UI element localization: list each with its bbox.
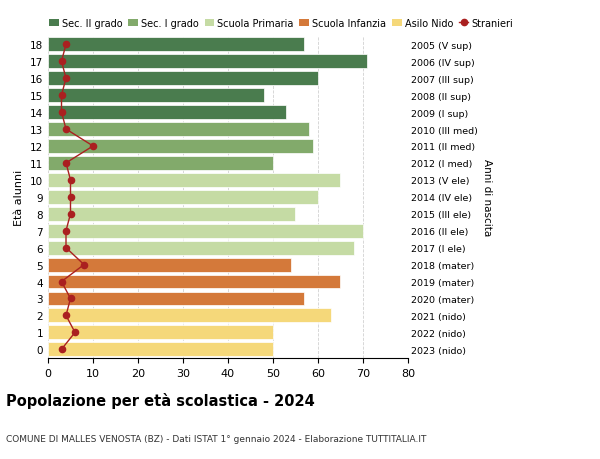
Point (88, 143, 98, 150)
Point (56, 346, 67, 353)
Point (79, 261, 89, 269)
Bar (48, 258, 291, 272)
Point (61, 126, 71, 134)
Text: COMUNE DI MALLES VENOSTA (BZ) - Dati ISTAT 1° gennaio 2024 - Elaborazione TUTTIT: COMUNE DI MALLES VENOSTA (BZ) - Dati IST… (6, 434, 427, 443)
Point (66, 194, 76, 201)
Point (56, 278, 67, 285)
Point (66, 211, 76, 218)
Bar (48, 89, 264, 103)
Y-axis label: Anni di nascita: Anni di nascita (482, 159, 491, 236)
Bar (48, 140, 313, 154)
Point (61, 228, 71, 235)
Point (56, 58, 67, 66)
Point (61, 41, 71, 49)
Point (61, 160, 71, 167)
Y-axis label: Età alunni: Età alunni (14, 169, 25, 225)
Bar (48, 241, 354, 255)
Bar (48, 123, 309, 137)
Bar (48, 342, 273, 357)
Text: Popolazione per età scolastica - 2024: Popolazione per età scolastica - 2024 (6, 392, 315, 409)
Point (61, 312, 71, 319)
Point (56, 109, 67, 117)
Point (66, 295, 76, 302)
Bar (48, 326, 273, 340)
Bar (48, 292, 304, 306)
Point (61, 245, 71, 252)
Bar (48, 38, 304, 52)
Legend: Sec. II grado, Sec. I grado, Scuola Primaria, Scuola Infanzia, Asilo Nido, Stran: Sec. II grado, Sec. I grado, Scuola Prim… (49, 19, 513, 28)
Bar (48, 157, 273, 170)
Bar (48, 190, 318, 204)
Point (70, 329, 80, 336)
Bar (48, 72, 318, 86)
Bar (48, 55, 367, 69)
Bar (48, 106, 286, 120)
Bar (48, 224, 363, 238)
Bar (48, 207, 295, 221)
Bar (48, 174, 340, 187)
Bar (48, 275, 340, 289)
Bar (48, 309, 331, 323)
Point (66, 177, 76, 184)
Point (61, 75, 71, 83)
Point (56, 92, 67, 100)
